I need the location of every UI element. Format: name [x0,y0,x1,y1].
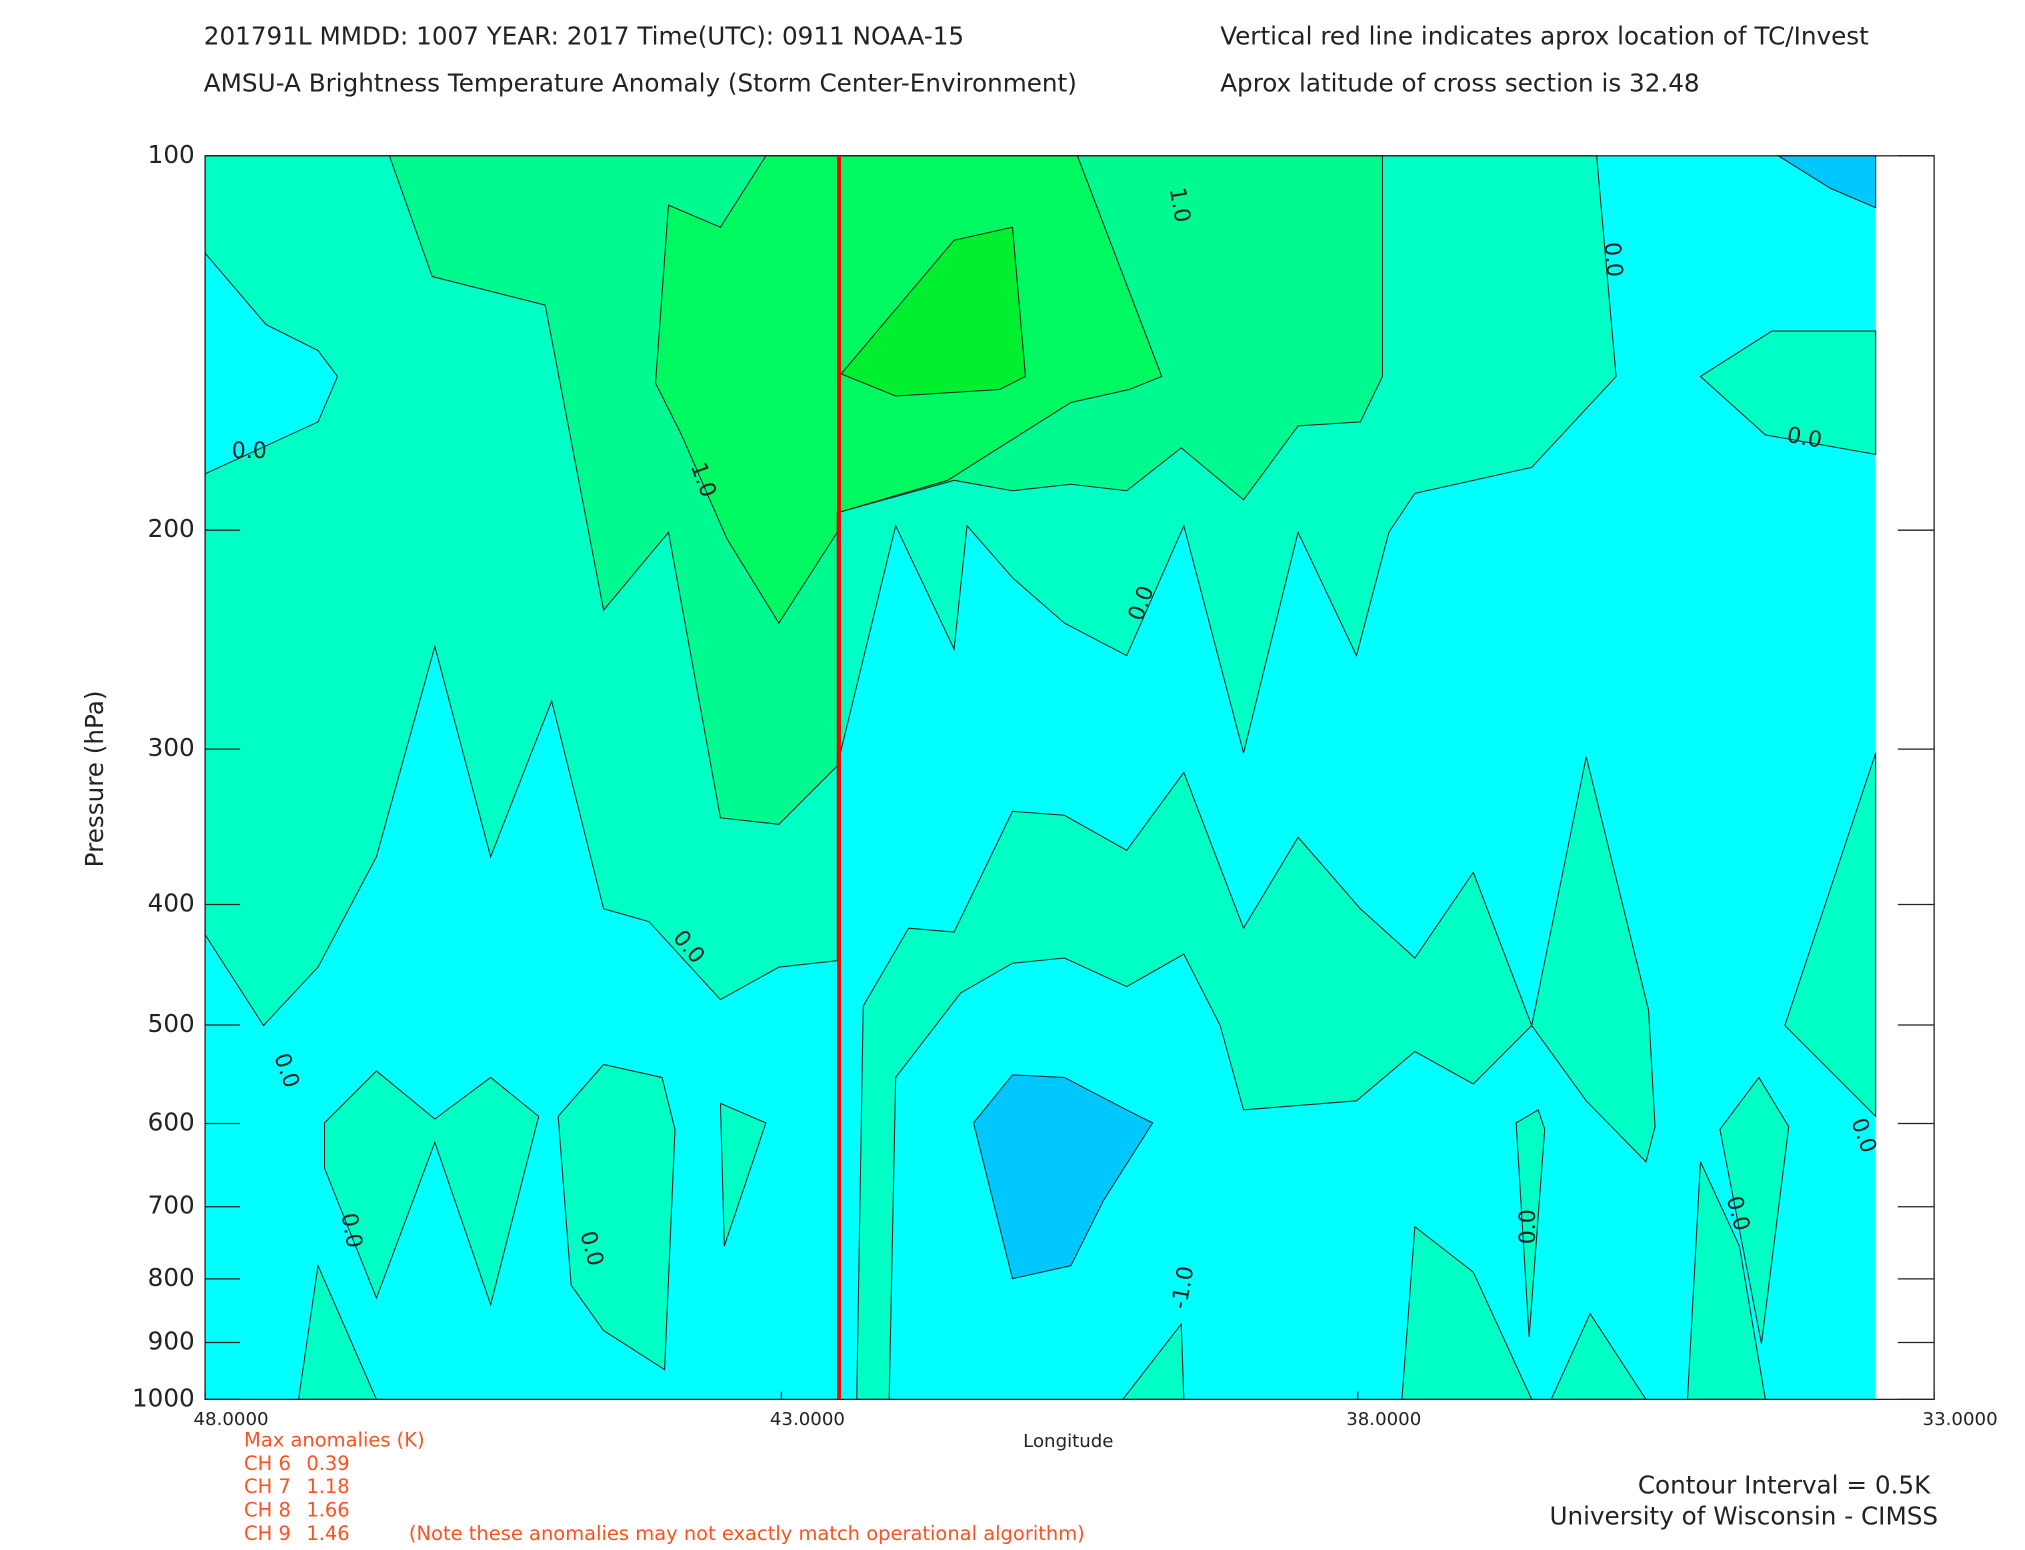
anomaly-value: 0.39 [306,1452,349,1475]
y-tick-label: 300 [148,733,195,762]
contour-fill [1515,1109,1546,1338]
contour-label: 0.0 [336,1211,367,1250]
title-line: 201791L MMDD: 1007 YEAR: 2017 Time(UTC):… [204,22,964,51]
anomaly-channel: CH 8 [244,1499,291,1522]
contour-fill [719,1102,767,1247]
contour-fill [1699,330,1877,455]
contour-interval: Contour Interval = 0.5K [1638,1470,1931,1499]
y-tick-label: 900 [148,1326,195,1355]
credit: University of Wisconsin - CIMSS [1549,1502,1938,1531]
plot-blank [1875,155,1935,1400]
contour-fill [557,1063,676,1371]
anomaly-channel: CH 9 [244,1522,291,1545]
contour-label: 1.0 [1164,186,1195,225]
anomaly-value: 1.46 [306,1522,349,1545]
contour-label: 0.0 [232,439,267,464]
plot-frame [204,155,1935,1401]
contour-fills [204,155,1877,1400]
y-tick-label: 1000 [132,1383,195,1412]
annotation-title: Max anomalies (K) [244,1428,425,1451]
contour-label: 0.0 [1785,423,1824,454]
title-line: AMSU-A Brightness Temperature Anomaly (S… [204,68,1077,97]
y-tick-label: 200 [148,514,195,543]
contour-label: 0.0 [1599,241,1627,278]
y-tick-label: 700 [148,1191,195,1220]
x-tick-label: 43.0000 [770,1409,845,1430]
contour-label: 0.0 [1516,1209,1541,1244]
x-tick-label: 48.0000 [194,1409,269,1430]
contour-fill [840,226,1027,397]
x-tick-label: 38.0000 [1346,1409,1421,1430]
anomaly-channel: CH 6 [244,1452,291,1475]
note: Aprox latitude of cross section is 32.48 [1220,68,1699,97]
y-tick-label: 600 [148,1107,195,1136]
anomaly-value: 1.66 [306,1499,349,1522]
x-tick-label: 33.0000 [1923,1409,1998,1430]
contour-fill [972,1074,1154,1280]
y-axis-label: Pressure (hPa) [80,690,109,867]
y-tick-label: 500 [148,1009,195,1038]
y-tick-label: 100 [148,140,195,169]
contour-fill [1719,1076,1790,1344]
anomaly-value: 1.18 [306,1475,349,1498]
contour-fill [856,756,1656,1400]
contour-fill [1784,752,1877,1118]
y-tick-label: 800 [148,1263,195,1292]
y-tick-label: 400 [148,889,195,918]
annotation-note: (Note these anomalies may not exactly ma… [409,1522,1085,1545]
x-axis-label: Longitude [1023,1431,1113,1452]
contour-fill [324,1070,540,1307]
note: Vertical red line indicates aprox locati… [1220,22,1869,51]
anomaly-channel: CH 7 [244,1475,291,1498]
